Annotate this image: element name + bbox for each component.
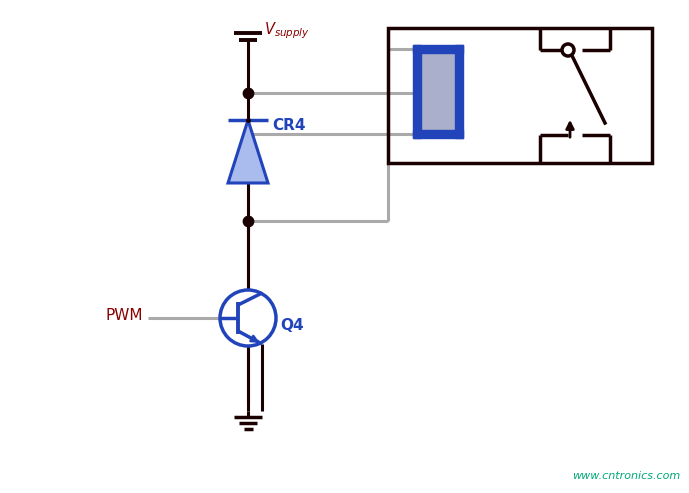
Text: CR4: CR4 xyxy=(272,117,305,133)
Text: PWM: PWM xyxy=(105,309,143,323)
Text: Q4: Q4 xyxy=(280,318,304,333)
Text: www.cntronics.com: www.cntronics.com xyxy=(572,471,680,481)
Bar xyxy=(413,45,421,138)
Circle shape xyxy=(562,44,574,56)
Bar xyxy=(413,45,463,53)
Bar xyxy=(421,53,455,130)
Bar xyxy=(388,28,652,163)
Circle shape xyxy=(220,290,276,346)
Text: $\mathregular{V_{supply}}$: $\mathregular{V_{supply}}$ xyxy=(264,21,310,41)
Bar xyxy=(413,130,463,138)
Polygon shape xyxy=(228,120,268,183)
Bar xyxy=(455,45,463,138)
